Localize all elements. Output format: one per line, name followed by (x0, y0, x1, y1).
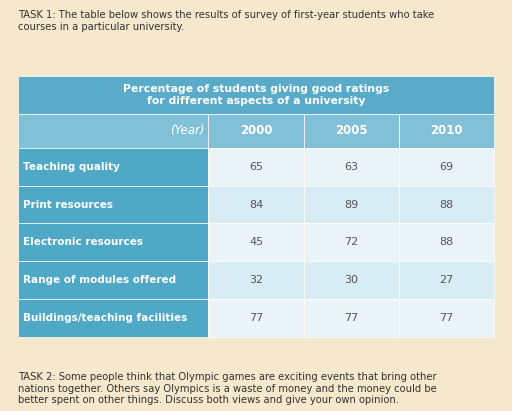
Text: 88: 88 (439, 238, 454, 247)
Bar (399, 114, 494, 148)
Bar (208, 224, 304, 261)
Bar (208, 261, 304, 299)
Text: 89: 89 (344, 200, 358, 210)
Bar (399, 299, 494, 337)
Text: Print resources: Print resources (23, 200, 113, 210)
Bar (208, 186, 304, 224)
Text: 27: 27 (439, 275, 454, 285)
Text: 84: 84 (249, 200, 263, 210)
Bar (304, 114, 399, 148)
Bar (304, 186, 399, 224)
Bar (304, 148, 399, 186)
Text: 63: 63 (344, 162, 358, 172)
Text: 45: 45 (249, 238, 263, 247)
Text: (Year): (Year) (170, 125, 204, 137)
Text: 77: 77 (439, 313, 454, 323)
Bar (18, 114, 208, 148)
Bar (18, 148, 208, 186)
Text: TASK 1: The table below shows the results of survey of first-year students who t: TASK 1: The table below shows the result… (18, 10, 434, 32)
Bar (208, 299, 304, 337)
Text: Electronic resources: Electronic resources (23, 238, 143, 247)
Bar (304, 224, 399, 261)
Text: 2005: 2005 (335, 125, 368, 137)
Bar (18, 76, 494, 114)
Bar (304, 261, 399, 299)
Bar (399, 261, 494, 299)
Bar (18, 224, 208, 261)
Bar (18, 261, 208, 299)
Bar (208, 148, 304, 186)
Text: Teaching quality: Teaching quality (23, 162, 120, 172)
Text: 69: 69 (439, 162, 454, 172)
Text: Buildings/teaching facilities: Buildings/teaching facilities (23, 313, 187, 323)
Bar (304, 299, 399, 337)
Text: Range of modules offered: Range of modules offered (23, 275, 176, 285)
Text: 65: 65 (249, 162, 263, 172)
Text: 88: 88 (439, 200, 454, 210)
Bar (18, 186, 208, 224)
Text: TASK 2: Some people think that Olympic games are exciting events that bring othe: TASK 2: Some people think that Olympic g… (18, 372, 437, 405)
Text: 2000: 2000 (240, 125, 272, 137)
Text: 32: 32 (249, 275, 263, 285)
Text: 72: 72 (344, 238, 358, 247)
Text: 2010: 2010 (430, 125, 463, 137)
Bar (399, 224, 494, 261)
Bar (399, 148, 494, 186)
Bar (18, 299, 208, 337)
Text: Percentage of students giving good ratings
for different aspects of a university: Percentage of students giving good ratin… (123, 84, 389, 106)
Text: 77: 77 (249, 313, 263, 323)
Bar (208, 114, 304, 148)
Text: 30: 30 (344, 275, 358, 285)
Bar (399, 186, 494, 224)
Text: 77: 77 (344, 313, 358, 323)
